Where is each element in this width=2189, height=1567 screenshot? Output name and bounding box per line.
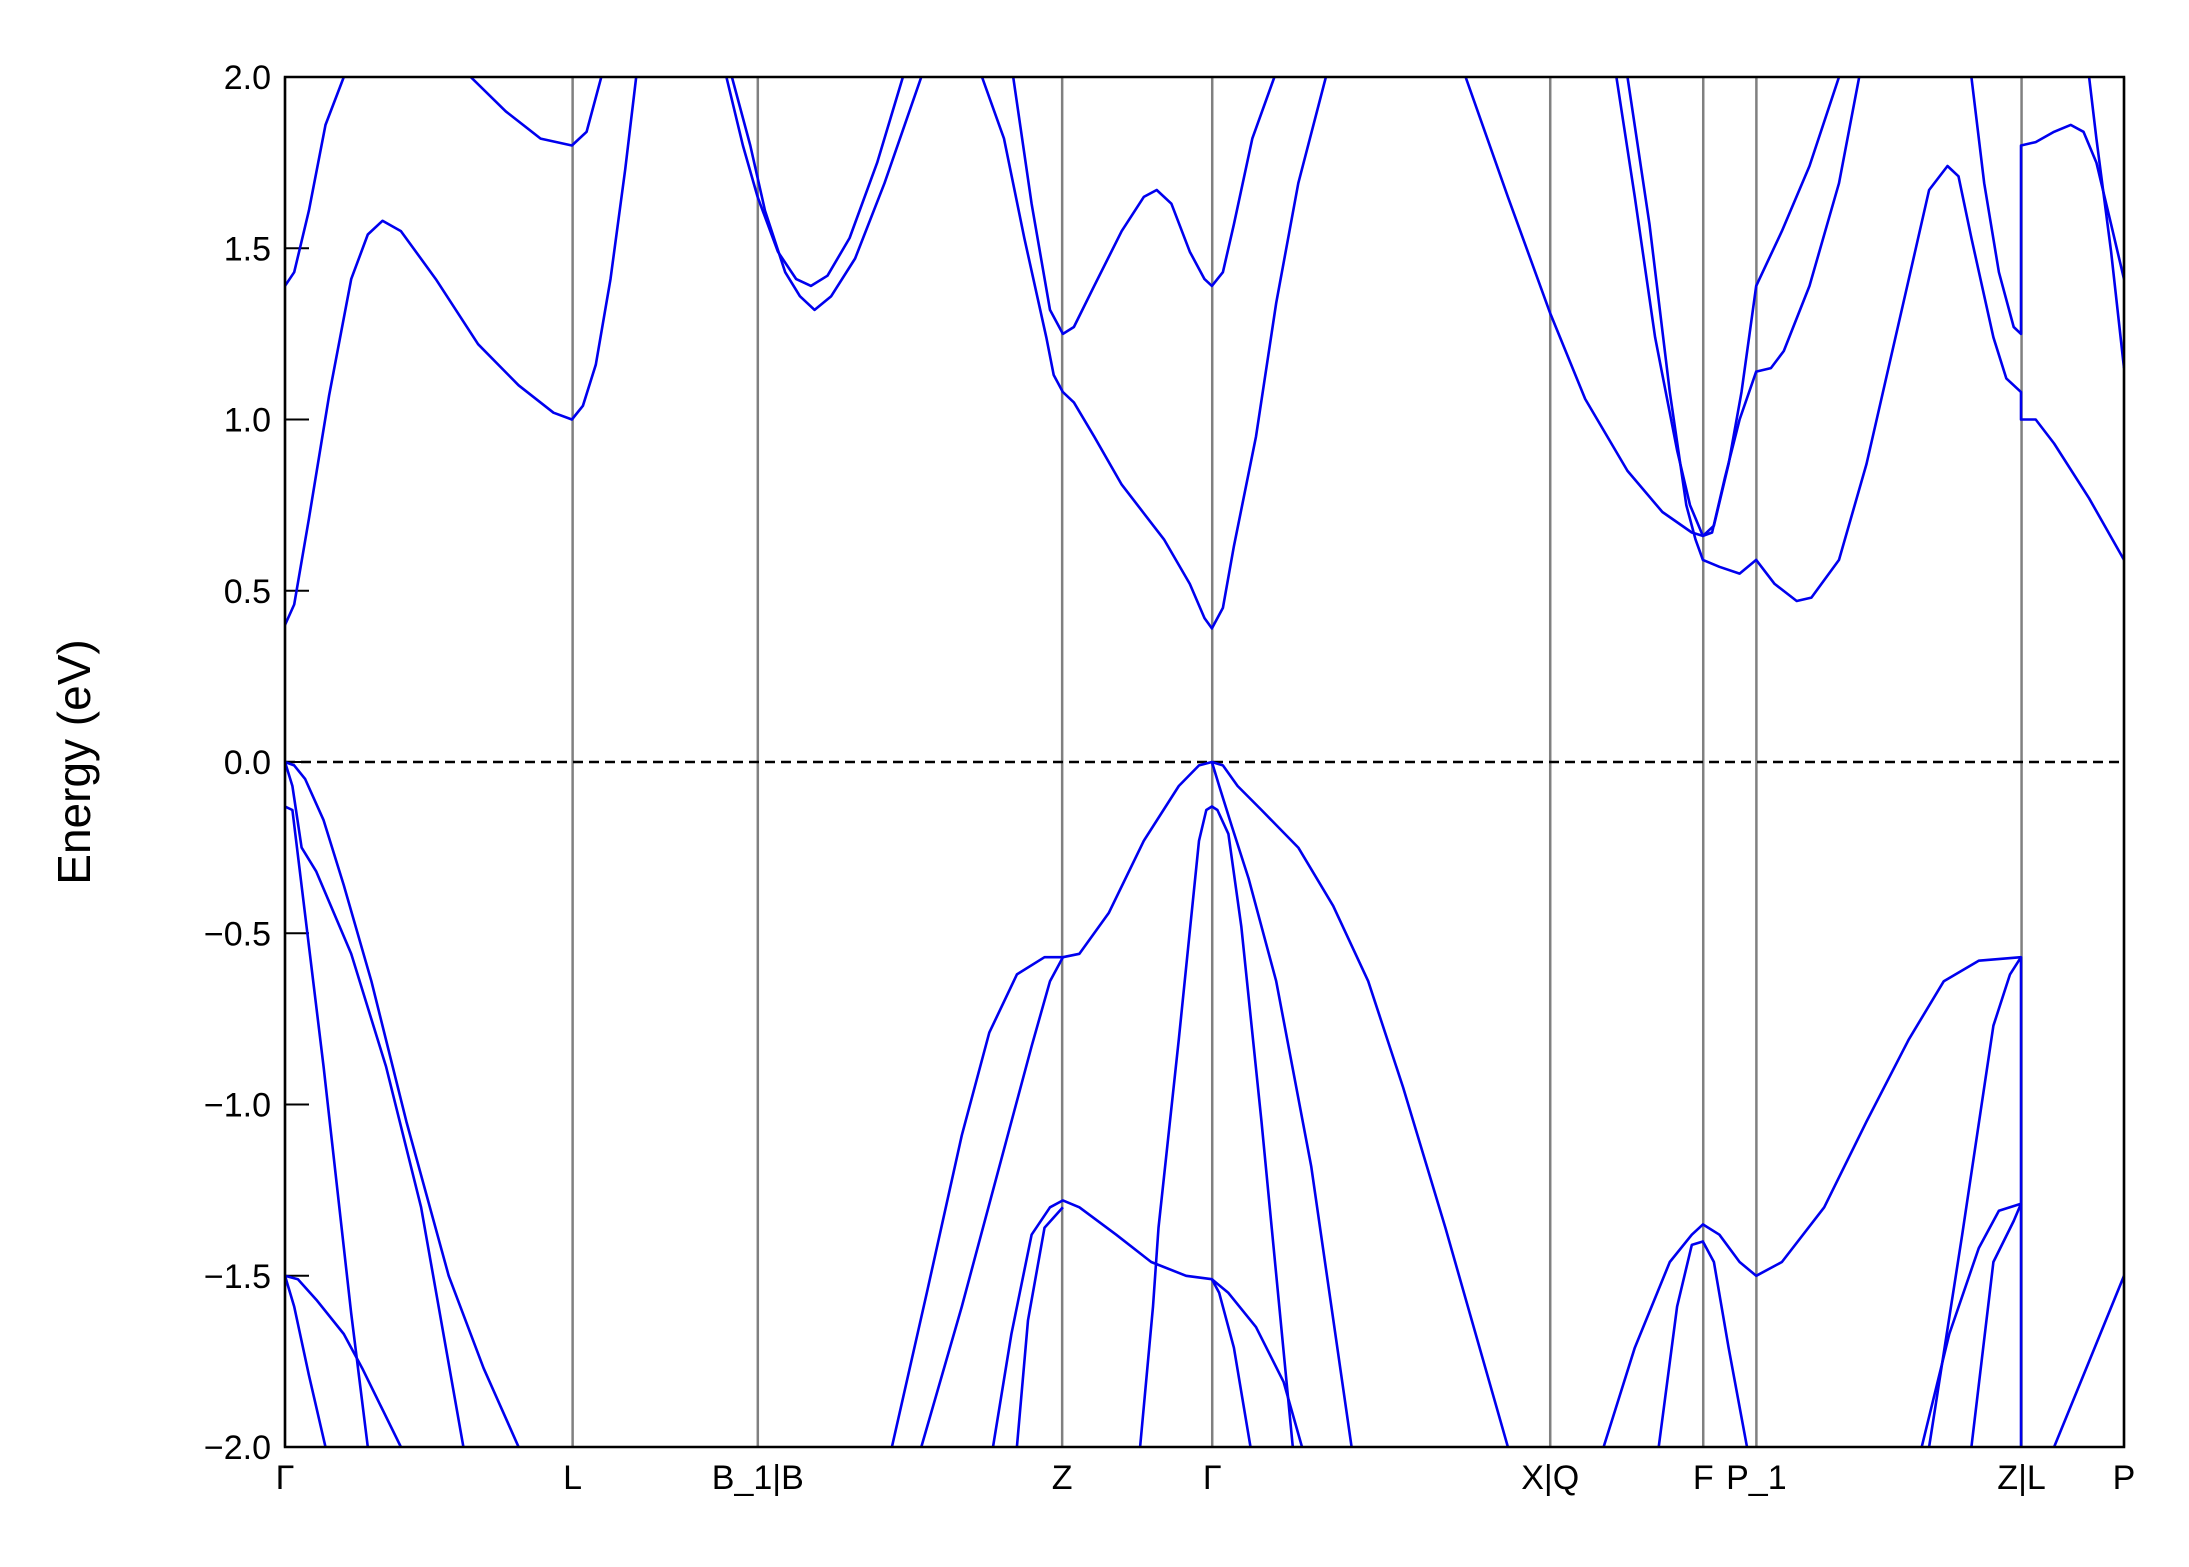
y-tick-label: 2.0 bbox=[224, 59, 271, 97]
band-line bbox=[725, 77, 905, 288]
x-tick-label: Γ bbox=[276, 1459, 295, 1497]
x-tick-label: B_1|B bbox=[712, 1459, 804, 1497]
band-line bbox=[1657, 1240, 1749, 1447]
x-tick-label: Γ bbox=[1203, 1459, 1222, 1497]
x-tick-label: Z bbox=[1052, 1459, 1073, 1497]
band-line bbox=[980, 77, 1328, 630]
y-tick-label: 0.0 bbox=[224, 744, 271, 782]
y-tick-label: −0.5 bbox=[204, 915, 271, 953]
band-line bbox=[285, 77, 346, 287]
x-tick-label: P_1 bbox=[1726, 1459, 1787, 1497]
x-tick-label: F bbox=[1693, 1459, 1714, 1497]
x-tick-label: Z|L bbox=[1997, 1459, 2046, 1497]
band-line bbox=[2052, 1275, 2124, 1447]
band-line bbox=[285, 760, 520, 1447]
band-line bbox=[285, 1274, 403, 1447]
x-tick-label: L bbox=[563, 1459, 582, 1497]
band-line bbox=[285, 77, 638, 626]
band-line bbox=[890, 760, 1510, 1447]
y-tick-label: −2.0 bbox=[204, 1429, 271, 1467]
band-line bbox=[991, 1199, 1304, 1447]
band-line bbox=[1927, 955, 2023, 1447]
plot-frame bbox=[283, 75, 2126, 1449]
band-line bbox=[1464, 77, 1861, 538]
band-line bbox=[1626, 77, 2124, 603]
band-line bbox=[1615, 77, 1841, 538]
band-line bbox=[1602, 955, 2022, 1447]
band-line bbox=[285, 761, 465, 1447]
band-line bbox=[1011, 77, 1276, 336]
band-line bbox=[1015, 1206, 1064, 1447]
y-tick-label: 1.0 bbox=[224, 402, 271, 440]
y-tick-label: 0.5 bbox=[224, 573, 271, 611]
band-line bbox=[1970, 77, 2124, 336]
band-line bbox=[2087, 77, 2124, 369]
y-tick-label: −1.5 bbox=[204, 1258, 271, 1296]
band-line bbox=[1210, 761, 1353, 1447]
band-line bbox=[1138, 805, 1295, 1447]
y-tick-label: −1.0 bbox=[204, 1087, 271, 1125]
x-tick-label: P bbox=[2113, 1459, 2136, 1497]
band-line bbox=[1210, 1278, 1252, 1447]
band-line bbox=[1970, 1203, 2023, 1447]
y-tick-label: 1.5 bbox=[224, 230, 271, 268]
x-tick-label: X|Q bbox=[1521, 1459, 1579, 1497]
band-line bbox=[920, 956, 1065, 1447]
band-line bbox=[285, 805, 370, 1447]
y-axis-label: Energy (eV) bbox=[48, 639, 100, 884]
bands bbox=[285, 77, 2124, 1447]
band-line bbox=[730, 77, 923, 312]
band-line bbox=[469, 77, 603, 147]
band-line bbox=[285, 1275, 327, 1447]
band-line bbox=[1920, 1202, 2022, 1447]
